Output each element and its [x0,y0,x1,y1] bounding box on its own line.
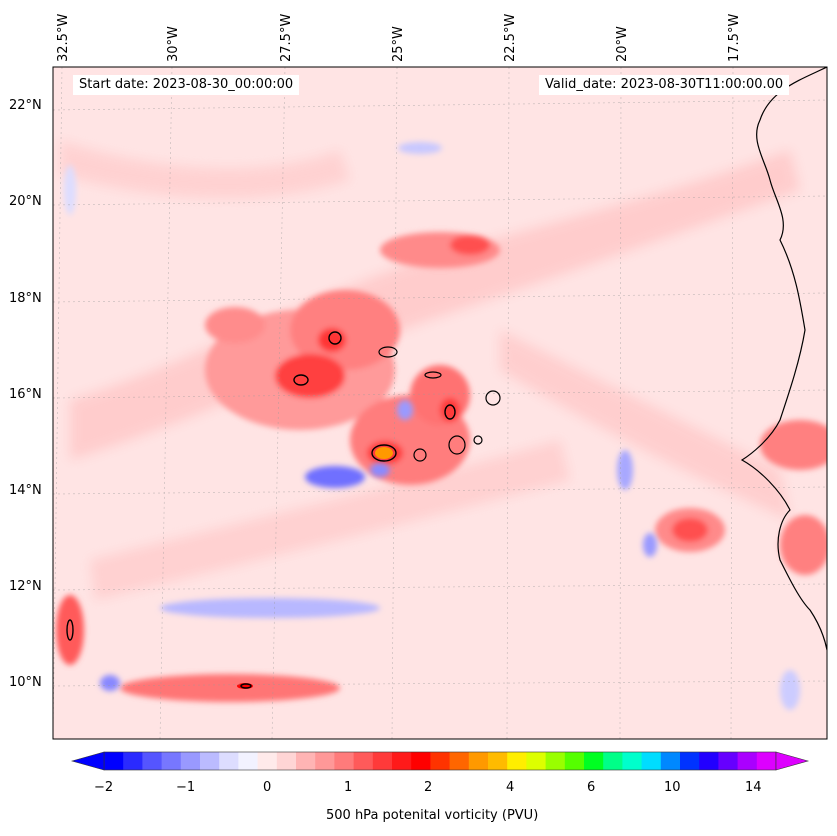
lat-label-18n: 18°N [9,291,42,306]
colorbar-swatch [276,752,297,770]
cbar-tick-4: 4 [506,780,515,795]
colorbar-swatch [660,752,681,770]
colorbar-swatch [507,752,527,770]
colorbar-swatch [545,752,566,770]
colorbar-swatch [603,752,623,770]
colorbar-swatch [526,752,546,770]
colorbar-swatch [238,752,258,770]
valid-date-label: Valid_date: 2023-08-30T11:00:00.00 [539,75,790,95]
cbar-tick-10: 10 [664,780,681,795]
colorbar-swatch [411,752,431,770]
colorbar-swatch [142,752,162,770]
lat-label-10n: 10°N [9,675,42,690]
colorbar-swatch [564,752,585,770]
lon-label-22-5w: 22.5°W [503,13,518,62]
cbar-tick-neg2: −2 [94,780,114,795]
colorbar-swatch [699,752,719,770]
colorbar-swatch [123,752,143,770]
cbar-tick-0: 0 [263,780,272,795]
colorbar-swatch [488,752,508,770]
lat-label-14n: 14°N [9,483,42,498]
lat-label-20n: 20°N [9,194,42,209]
start-date-label: Start date: 2023-08-30_00:00:00 [73,75,300,95]
cbar-tick-14: 14 [745,780,762,795]
colorbar-swatch [641,752,662,770]
colorbar-swatch [468,752,489,770]
colorbar-swatch [449,752,470,770]
colorbar-swatch [104,752,124,770]
lon-label-27-5w: 27.5°W [279,13,294,62]
cbar-tick-1: 1 [344,780,353,795]
lon-label-25w: 25°W [391,26,406,62]
lat-label-12n: 12°N [9,579,42,594]
colorbar-swatch [161,752,182,770]
colorbar-swatch [372,752,393,770]
colorbar-swatch [718,752,738,770]
colorbar-swatch [584,752,604,770]
colorbar-swatch [353,752,374,770]
cbar-tick-neg1: −1 [176,780,196,795]
colorbar-swatch [200,752,220,770]
colorbar-swatch [622,752,642,770]
lat-label-16n: 16°N [9,387,42,402]
colorbar-swatch [219,752,239,770]
colorbar-swatch [430,752,450,770]
lon-label-30w: 30°W [166,26,181,62]
colorbar-swatch [334,752,354,770]
lon-label-32-5w: 32.5°W [56,13,71,62]
colorbar [70,751,810,771]
colorbar-swatch [296,752,316,770]
colorbar-swatch [180,752,201,770]
lon-label-20w: 20°W [615,26,630,62]
colorbar-swatch [737,752,758,770]
lon-label-17-5w: 17.5°W [727,13,742,62]
colorbar-swatch [680,752,700,770]
lat-label-22n: 22°N [9,98,42,113]
colorbar-swatch [315,752,335,770]
colorbar-swatch [392,752,412,770]
pv-field [53,67,827,739]
colorbar-swatch [257,752,278,770]
colorbar-label: 500 hPa potenital vorticity (PVU) [326,808,539,823]
cbar-tick-2: 2 [424,780,433,795]
colorbar-swatch [756,752,777,770]
cbar-tick-6: 6 [587,780,596,795]
